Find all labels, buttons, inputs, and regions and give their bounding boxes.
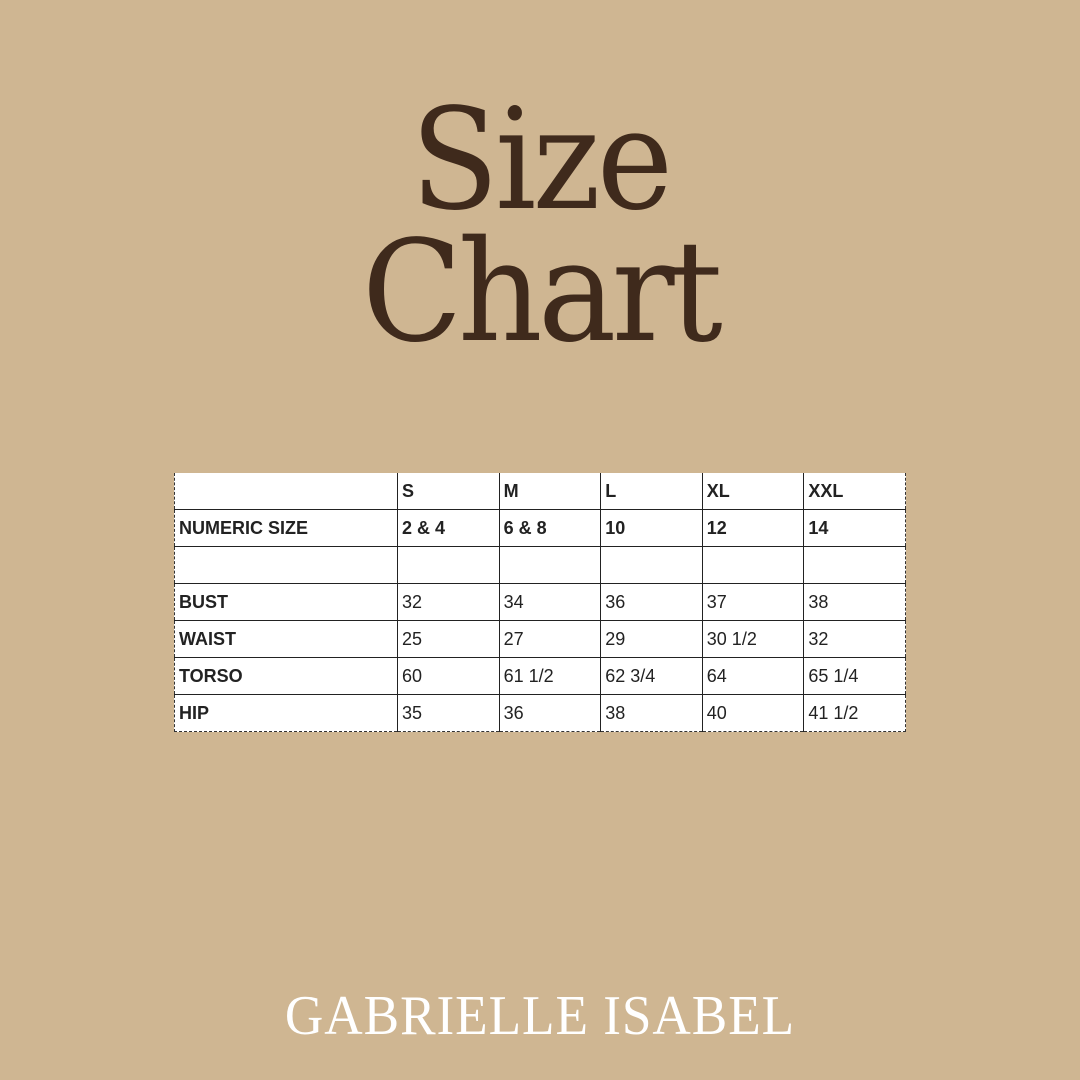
table-cell: 37 — [701, 583, 805, 621]
table-cell: 61 1/2 — [498, 657, 602, 695]
table-cell: 36 — [600, 583, 703, 621]
brand-name: GABRIELLE ISABEL — [284, 985, 796, 1047]
table-cell: 41 1/2 — [803, 694, 906, 732]
table-cell: 30 1/2 — [701, 620, 805, 658]
table-cell: 65 1/4 — [803, 657, 906, 695]
table-cell: 60 — [397, 657, 500, 695]
header-row: S M L XL XXL — [174, 473, 906, 510]
table-cell — [701, 546, 805, 584]
table-cell: XXL — [803, 473, 906, 510]
table-row: BUST 32 34 36 37 38 — [174, 583, 906, 621]
title-chart: Chart — [361, 211, 723, 374]
table-cell: 36 — [498, 694, 602, 732]
table-cell: 38 — [600, 694, 703, 732]
row-label: NUMERIC SIZE — [174, 509, 398, 547]
table-cell — [397, 546, 500, 584]
row-label: TORSO — [174, 657, 398, 695]
table-cell: 6 & 8 — [498, 509, 602, 547]
table-cell: 10 — [600, 509, 703, 547]
table-row: WAIST 25 27 29 30 1/2 32 — [174, 620, 906, 658]
table-cell: S — [397, 473, 500, 510]
title-size: Size — [410, 79, 673, 242]
table-cell — [498, 546, 602, 584]
table-cell — [803, 546, 906, 584]
table-cell: 27 — [498, 620, 602, 658]
table-row: TORSO 60 61 1/2 62 3/4 64 65 1/4 — [174, 657, 906, 695]
table-cell: 62 3/4 — [600, 657, 703, 695]
row-label: WAIST — [174, 620, 398, 658]
table-cell — [600, 546, 703, 584]
table-cell: 35 — [397, 694, 500, 732]
table-cell: 32 — [803, 620, 906, 658]
table-cell: M — [498, 473, 602, 510]
table-cell: 14 — [803, 509, 906, 547]
row-label — [174, 546, 398, 584]
table-cell: 12 — [701, 509, 805, 547]
table-cell: 2 & 4 — [397, 509, 500, 547]
table-cell: 38 — [803, 583, 906, 621]
table-cell: 29 — [600, 620, 703, 658]
row-label: BUST — [174, 583, 398, 621]
table-cell: XL — [701, 473, 805, 510]
row-label — [174, 473, 398, 510]
table-cell: L — [600, 473, 703, 510]
table-cell: 40 — [701, 694, 805, 732]
row-label: HIP — [174, 694, 398, 732]
table-row: HIP 35 36 38 40 41 1/2 — [174, 694, 906, 732]
table-row — [174, 546, 906, 584]
table-cell: 34 — [498, 583, 602, 621]
table-cell: 64 — [701, 657, 805, 695]
table-cell: 32 — [397, 583, 500, 621]
table-cell: 25 — [397, 620, 500, 658]
